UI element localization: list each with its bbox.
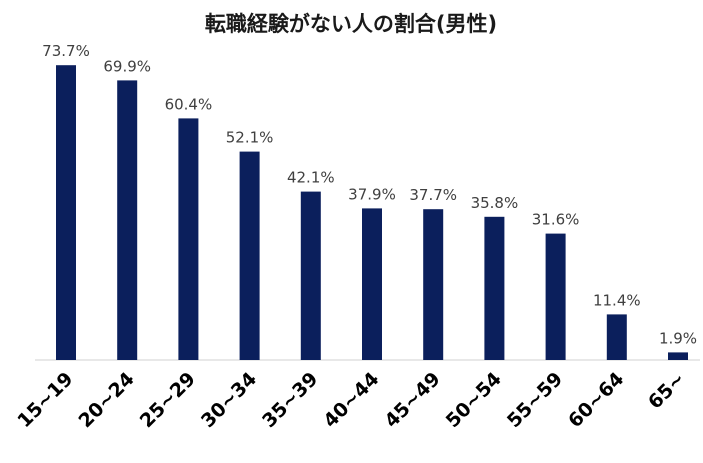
x-tick-label-65~: 65~	[644, 368, 690, 414]
data-label-50~54: 35.8%	[471, 194, 519, 212]
x-tick-label-40~44: 40~44	[319, 368, 383, 432]
x-tick-label-50~54: 50~54	[442, 368, 506, 432]
data-label-55~59: 31.6%	[532, 211, 580, 229]
x-tick-label-60~64: 60~64	[564, 368, 628, 432]
x-tick-label-35~39: 35~39	[258, 368, 322, 432]
bar-40~44	[362, 208, 382, 360]
x-tick-label-55~59: 55~59	[503, 368, 567, 432]
bars-group	[56, 65, 688, 361]
data-label-25~29: 60.4%	[165, 95, 213, 113]
data-label-30~34: 52.1%	[226, 129, 274, 147]
x-tick-labels-group: 15~1920~2425~2930~3435~3940~4445~4950~54…	[13, 368, 689, 432]
data-label-45~49: 37.7%	[409, 186, 457, 204]
bar-60~64	[606, 314, 627, 360]
bar-20~24	[117, 80, 138, 361]
x-tick-label-45~49: 45~49	[381, 368, 445, 432]
data-labels-group: 73.7% 69.9% 60.4% 52.1% 42.1% 37.9% 37.7% 35.8%…	[42, 42, 697, 347]
data-label-20~24: 69.9%	[103, 57, 151, 75]
bar-25~29	[178, 118, 199, 361]
data-label-35~39: 42.1%	[287, 169, 335, 187]
data-label-65~: 1.9%	[659, 329, 697, 347]
data-label-40~44: 37.9%	[348, 185, 396, 203]
bar-35~39	[300, 191, 321, 360]
bar-45~49	[423, 209, 444, 360]
data-label-15~19: 73.7%	[42, 42, 90, 60]
bar-30~34	[239, 151, 260, 360]
x-tick-label-25~29: 25~29	[136, 368, 200, 432]
data-label-60~64: 11.4%	[593, 291, 641, 309]
bar-65~	[668, 352, 688, 360]
chart-title: 転職経験がない人の割合(男性)	[205, 12, 497, 36]
x-tick-label-15~19: 15~19	[13, 368, 77, 432]
bar-50~54	[484, 216, 505, 360]
x-tick-label-30~34: 30~34	[197, 368, 261, 432]
bar-55~59	[545, 233, 566, 360]
bar-15~19	[56, 65, 76, 360]
x-tick-label-20~24: 20~24	[75, 368, 139, 432]
